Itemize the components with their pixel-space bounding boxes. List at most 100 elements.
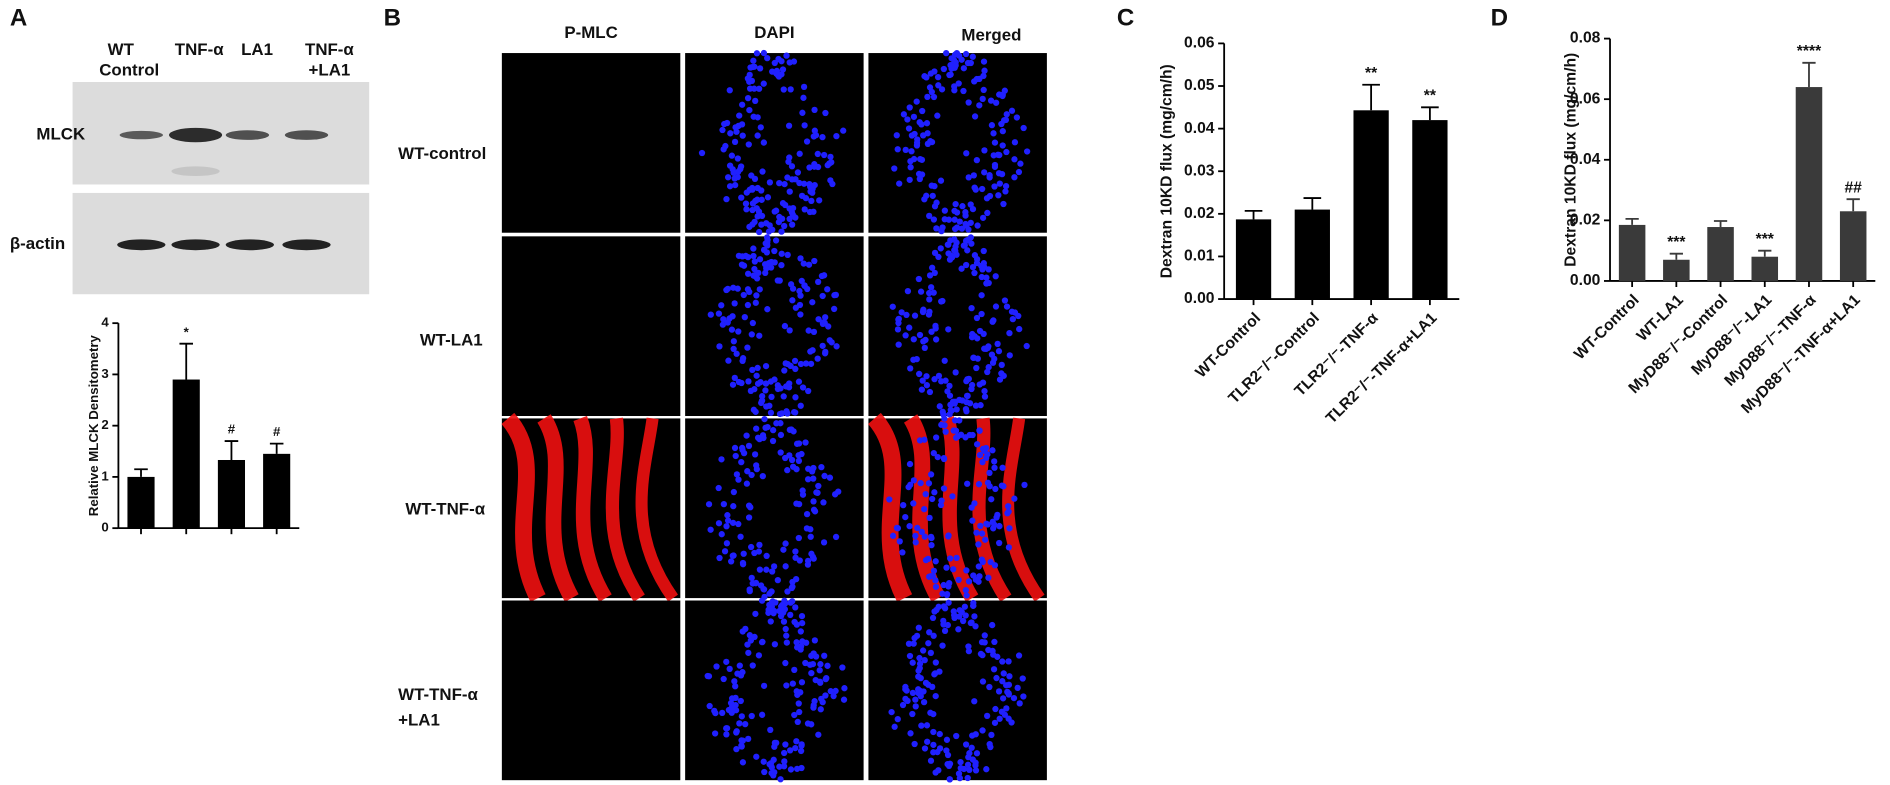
nucleus (821, 472, 828, 480)
nucleus (914, 524, 921, 532)
nucleus (758, 639, 766, 646)
nucleus (1016, 325, 1023, 333)
nucleus (971, 613, 978, 620)
nucleus (963, 408, 970, 415)
nucleus (951, 225, 959, 233)
nucleus (832, 533, 840, 541)
nucleus (777, 449, 784, 456)
nucleus (1002, 182, 1010, 190)
nucleus (968, 744, 975, 751)
nucleus (792, 365, 799, 373)
significance: ** (1365, 65, 1378, 82)
nucleus (735, 476, 742, 483)
y-axis-label: Dextran 10KD flux (mg/cm/h) (1159, 64, 1176, 278)
nucleus (905, 125, 913, 132)
nucleus (799, 487, 806, 494)
error-bar (1625, 217, 1639, 225)
nucleus (928, 541, 935, 549)
nucleus (1000, 483, 1007, 490)
nucleus (808, 669, 815, 677)
nucleus (956, 607, 963, 614)
nucleus (962, 212, 969, 219)
nucleus (728, 704, 735, 712)
nucleus (749, 662, 756, 669)
nucleus (952, 247, 959, 255)
nucleus (820, 499, 827, 506)
nucleus (902, 146, 909, 153)
tissue-stain (1002, 417, 1045, 602)
nucleus (787, 599, 794, 606)
nucleus (976, 451, 984, 459)
nucleus (789, 463, 797, 470)
nucleus (915, 667, 922, 674)
nucleus (939, 590, 946, 597)
nucleus (955, 626, 962, 633)
nucleus (988, 731, 995, 738)
nucleus (926, 514, 933, 522)
nucleus (814, 355, 821, 362)
bar (1353, 110, 1389, 300)
y-tick-label: 0.05 (1184, 77, 1215, 94)
blot-row-label: β-actin (10, 234, 65, 253)
nucleus (772, 237, 780, 244)
nucleus (916, 331, 924, 339)
nucleus (945, 583, 952, 590)
nucleus (928, 284, 935, 291)
nucleus (935, 82, 942, 89)
nucleus (978, 638, 986, 646)
nucleus (1008, 107, 1016, 114)
nucleus (815, 482, 822, 490)
nucleus (733, 350, 740, 357)
nucleus (758, 212, 766, 220)
nucleus (945, 326, 952, 333)
nucleus (990, 651, 997, 658)
nucleus (723, 658, 730, 665)
nucleus (936, 730, 943, 738)
row-label: WT-TNF-α (398, 685, 478, 704)
nucleus (990, 666, 998, 673)
nucleus (782, 659, 789, 667)
column-label: P-MLC (564, 23, 617, 42)
nucleus (746, 586, 753, 593)
nucleus (716, 343, 723, 350)
nucleus (946, 760, 954, 767)
nucleus (932, 583, 940, 590)
nucleus (1017, 160, 1024, 167)
nucleus (751, 386, 758, 393)
nucleus (774, 576, 781, 584)
nucleus (906, 104, 913, 111)
nucleus (907, 730, 914, 737)
nucleus (950, 566, 957, 573)
nucleus (761, 261, 769, 268)
nucleus (757, 124, 764, 131)
nucleus (992, 705, 999, 713)
nucleus (775, 55, 782, 63)
nucleus (733, 745, 740, 753)
nucleus (830, 692, 837, 700)
nucleus (754, 132, 761, 139)
nucleus (749, 319, 756, 327)
nucleus (760, 49, 768, 57)
nucleus (773, 207, 780, 214)
nucleus (983, 766, 990, 773)
nucleus (921, 656, 928, 664)
nucleus (778, 261, 785, 269)
nucleus (777, 776, 784, 783)
nucleus (796, 557, 803, 564)
nucleus (807, 360, 815, 367)
nucleus (724, 174, 732, 181)
nucleus (933, 434, 940, 441)
nucleus (998, 170, 1006, 178)
nucleus (760, 682, 768, 689)
nucleus (767, 618, 774, 625)
nucleus (744, 270, 752, 277)
nucleus (783, 639, 790, 646)
nucleus (803, 639, 810, 646)
nucleus (789, 211, 796, 218)
nucleus (810, 506, 818, 513)
nucleus (806, 164, 813, 171)
nucleus (931, 249, 939, 257)
nucleus (751, 272, 758, 279)
nucleus (925, 480, 933, 487)
